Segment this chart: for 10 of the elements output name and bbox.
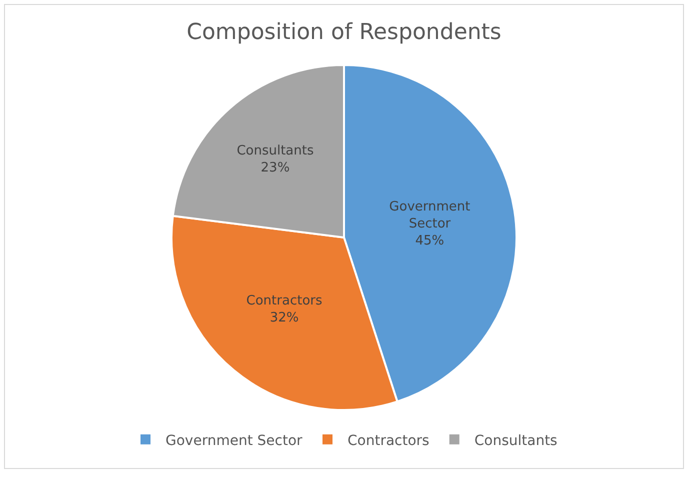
legend-label: Consultants — [474, 432, 558, 449]
legend-label: Government Sector — [166, 432, 303, 449]
data-label: 32% — [270, 310, 299, 326]
slice-label: Government Sector — [389, 200, 470, 232]
slice-label: Consultants — [236, 144, 314, 159]
data-label: 23% — [260, 160, 290, 176]
data-label: 45% — [415, 233, 444, 248]
slice-label: Contractors — [246, 294, 322, 309]
legend-label: Contractors — [348, 432, 430, 449]
chart-title: Composition of Respondents — [186, 20, 502, 45]
